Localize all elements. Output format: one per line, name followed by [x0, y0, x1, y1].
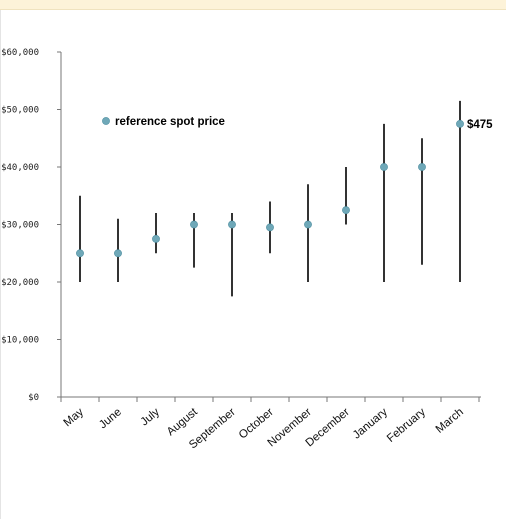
data-point	[152, 234, 160, 243]
data-point	[190, 220, 198, 229]
legend-marker	[102, 117, 110, 125]
data-point	[456, 119, 464, 128]
data-point	[304, 220, 312, 229]
data-point	[266, 223, 274, 232]
x-tick-label: June	[97, 406, 124, 431]
x-tick-label: July	[139, 406, 163, 428]
y-tick-label: $60,000	[1, 48, 39, 58]
y-tick-label: $50,000	[1, 106, 39, 116]
data-point	[418, 163, 426, 171]
y-tick-label: $40,000	[1, 163, 39, 173]
data-point	[76, 249, 84, 258]
y-tick-label: $20,000	[1, 278, 39, 288]
x-tick-label: August	[165, 406, 201, 439]
x-tick-label: May	[62, 406, 87, 429]
legend-label: reference spot price	[115, 116, 225, 128]
data-point	[228, 220, 236, 229]
chart-svg: $0 $10,000 $20,000 $30,000 $40,000 $50,000 $60…	[1, 48, 493, 451]
top-bar	[0, 0, 506, 10]
y-tick-label: $30,000	[1, 221, 39, 231]
y-tick-label: $10,000	[1, 336, 39, 346]
data-point	[114, 249, 122, 258]
data-point	[342, 206, 350, 215]
y-tick-label: $0	[28, 393, 39, 403]
data-point	[380, 163, 388, 171]
data-label: $475	[467, 119, 493, 131]
x-tick-label: February	[385, 406, 428, 445]
x-tick-label: March	[434, 406, 466, 436]
chart-area: $0 $10,000 $20,000 $30,000 $40,000 $50,000 $60…	[0, 10, 506, 519]
